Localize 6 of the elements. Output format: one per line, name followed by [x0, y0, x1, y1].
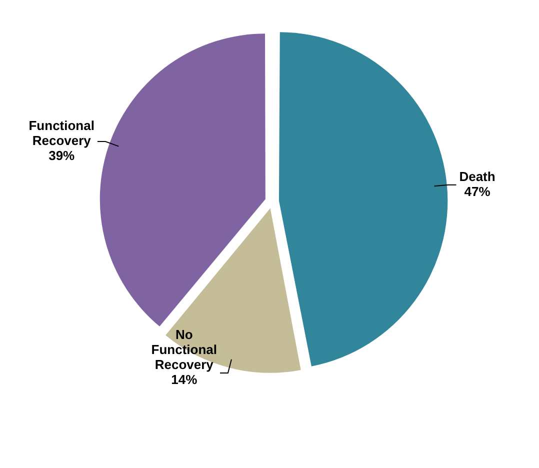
data-label: 39% — [48, 148, 76, 164]
data-label: 14% — [171, 372, 198, 388]
slice-label: Death — [459, 168, 496, 184]
slice-label: Functional Recovery — [28, 118, 94, 148]
slice-label: No Functional Recovery — [151, 327, 217, 372]
data-label: 47% — [464, 184, 491, 199]
